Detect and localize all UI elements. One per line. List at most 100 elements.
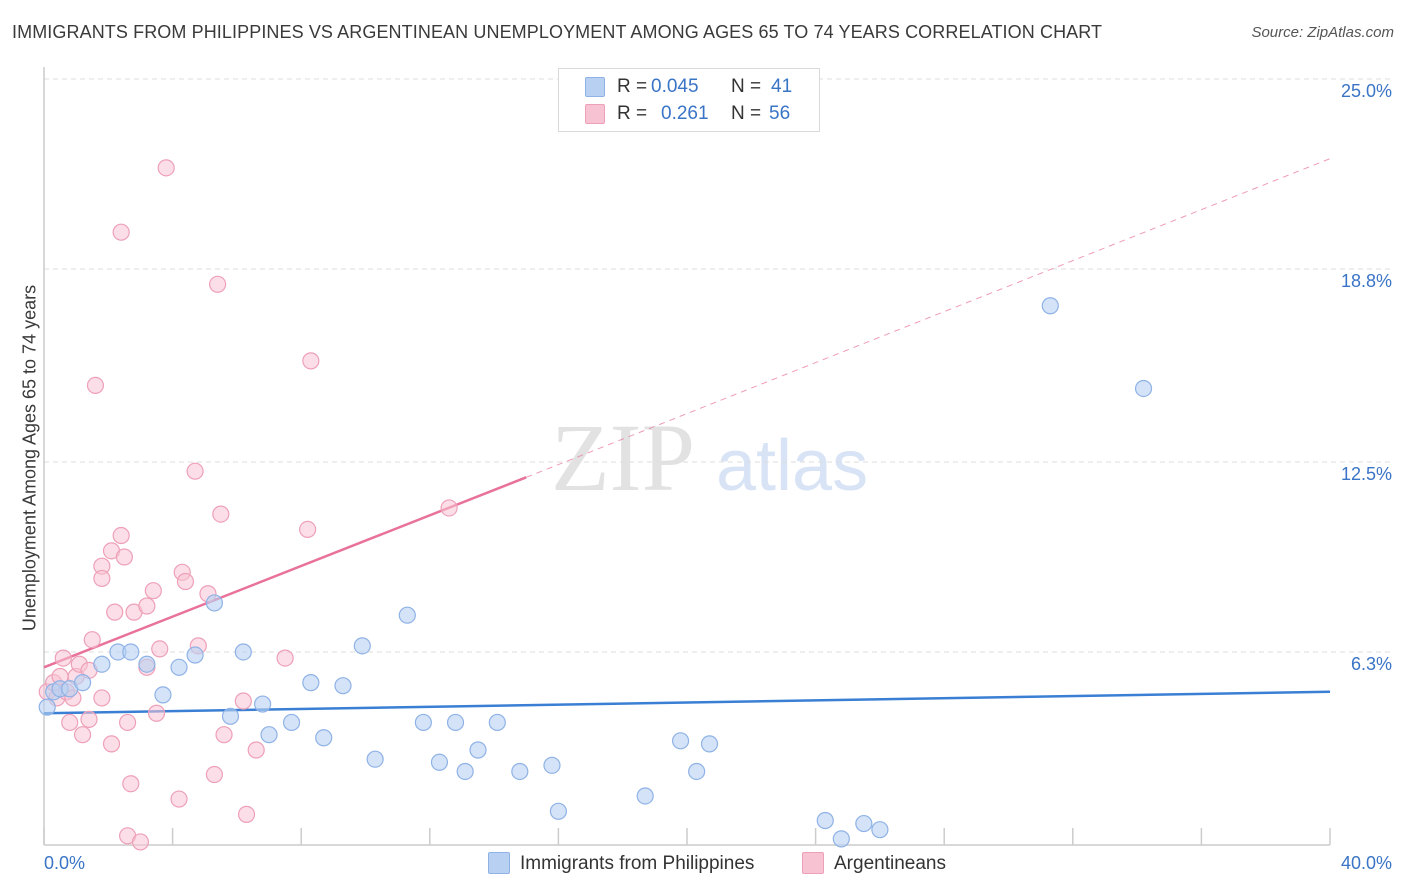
y-tick-label: 25.0% [1341,81,1392,101]
point-argentineans [205,765,223,784]
point-argentineans [118,713,137,732]
point-argentineans [106,603,124,621]
point-philippines [430,753,449,771]
data-points [38,159,1153,851]
gridlines [44,78,1392,653]
point-philippines [282,713,301,732]
point-philippines [671,732,690,750]
point-argentineans [237,805,256,823]
point-argentineans [138,597,156,615]
point-philippines [855,814,873,833]
point-philippines [122,643,140,661]
point-argentineans [102,735,121,753]
point-philippines [549,802,568,820]
point-philippines [366,750,384,768]
point-argentineans [234,692,252,710]
point-philippines [138,655,156,673]
point-philippines [1134,379,1153,398]
legend-r-value: 0.045 [651,76,699,97]
point-argentineans [151,640,169,658]
point-argentineans [61,713,79,732]
x-tick-label-max: 40.0% [1341,853,1392,873]
point-argentineans [73,726,92,744]
point-philippines [1041,297,1059,315]
point-philippines [234,643,252,661]
point-philippines [469,741,487,759]
y-tick-label: 6.3% [1351,654,1392,674]
point-argentineans [186,462,204,480]
point-argentineans [212,505,230,523]
point-philippines [38,698,56,716]
point-philippines [446,713,465,732]
point-argentineans [93,689,111,707]
bottom-legend-label: Immigrants from Philippines [520,853,755,874]
point-argentineans [112,223,130,241]
point-argentineans [147,704,166,722]
legend-swatch-blue [585,77,605,97]
point-philippines [205,594,223,612]
point-argentineans [247,741,265,759]
point-argentineans [209,275,227,293]
chart-title: IMMIGRANTS FROM PHILIPPINES VS ARGENTINE… [12,22,1103,42]
point-argentineans [176,572,195,591]
point-philippines [832,830,850,848]
trend-line-argentineans-extension [526,158,1331,478]
point-philippines [543,756,561,774]
legend-r-label: R = [617,76,648,97]
watermark: ZIP atlas [551,404,868,511]
legend-swatch-pink [585,104,605,124]
point-argentineans [80,710,98,728]
point-argentineans [54,649,72,667]
point-philippines [154,686,172,704]
point-philippines [221,707,240,725]
point-argentineans [115,548,133,566]
point-argentineans [440,499,458,517]
point-philippines [398,606,416,624]
bottom-legend-label: Argentineans [834,853,946,874]
bottom-legend-swatch-pink [802,852,824,874]
point-philippines [302,674,320,692]
legend-r-value: 0.261 [661,103,709,124]
point-philippines [353,637,371,655]
point-philippines [260,726,278,744]
point-philippines [414,713,432,732]
point-argentineans [170,790,188,808]
y-tick-label: 18.8% [1341,271,1392,291]
point-argentineans [299,520,317,539]
point-philippines [254,695,272,713]
watermark-zip: ZIP [551,404,695,511]
point-philippines [511,762,529,781]
chart-source: Source: ZipAtlas.com [1251,24,1394,41]
point-philippines [186,646,204,664]
y-tick-label: 12.5% [1341,464,1392,484]
point-philippines [636,787,654,805]
legend-n-value: 41 [771,76,793,97]
point-argentineans [86,376,105,394]
point-argentineans [93,569,111,588]
watermark-atlas: atlas [716,426,868,506]
legend-n-label: N = [731,103,762,124]
point-philippines [93,655,111,673]
point-argentineans [276,649,294,667]
point-argentineans [83,631,101,649]
axes: 6.3% 12.5% 18.8% 25.0% 0.0% 40.0% [43,67,1392,873]
point-argentineans [302,352,320,370]
point-philippines [315,729,333,747]
point-philippines [871,821,889,839]
point-philippines [488,713,506,732]
point-argentineans [122,775,140,793]
point-philippines [700,735,719,753]
point-philippines [688,762,706,781]
point-philippines [170,658,188,676]
point-argentineans [112,526,130,545]
point-argentineans [144,582,162,600]
legend-n-label: N = [731,76,762,97]
point-philippines [816,811,834,830]
x-tick-label-min: 0.0% [44,853,85,873]
bottom-legend-swatch-blue [488,852,510,874]
legend-n-value: 56 [769,103,791,124]
point-argentineans [157,159,175,177]
legend-r-label: R = [617,103,648,124]
point-philippines [334,677,352,695]
